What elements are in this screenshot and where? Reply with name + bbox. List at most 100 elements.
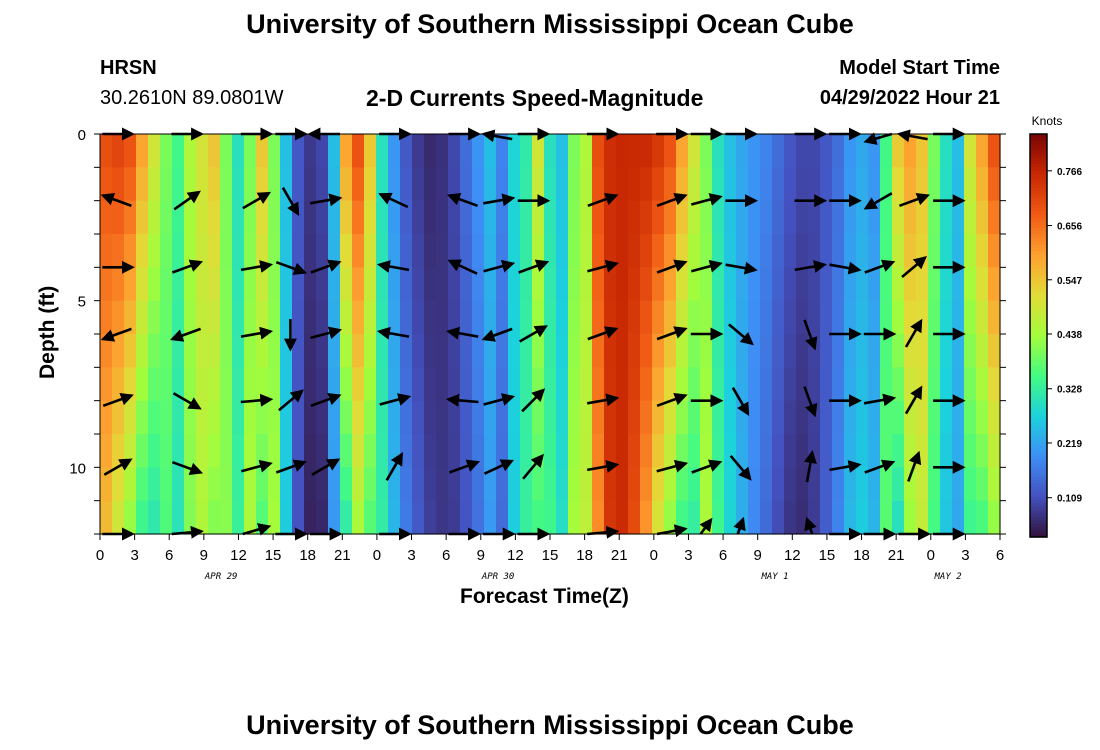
current-vector-arrow [864,259,896,274]
heatmap-cell [484,367,497,402]
heatmap-cell [184,467,197,502]
heatmap-cell [100,300,113,335]
heatmap-cell [400,400,413,435]
heatmap-cell [484,434,497,468]
current-vector-arrow [729,454,752,481]
heatmap-cell [580,134,593,168]
heatmap-cell [124,234,137,268]
current-vector-arrow [803,319,818,351]
heatmap-cell [112,334,125,368]
current-vector-arrow [725,261,758,275]
heatmap-cell [628,500,641,535]
heatmap-cell [988,200,1001,235]
y-tick-label: 5 [78,294,86,311]
heatmap-cell [784,300,797,335]
heatmap-cell [244,300,257,335]
current-vector-arrow [864,459,896,474]
heatmap-cell [688,200,701,235]
heatmap-cell [952,467,965,502]
colorbar-segment [1030,285,1047,290]
heatmap-cell [868,434,881,468]
heatmap-cell [508,167,521,202]
heatmap-cell [184,367,197,402]
heatmap-cell [748,267,761,302]
colorbar-segment [1030,459,1047,464]
x-tick-label: 9 [200,547,208,564]
heatmap-cell [664,267,677,302]
heatmap-cell [208,200,221,235]
heatmap-cell [520,267,533,302]
heatmap-cell [352,367,365,402]
heatmap-cell [568,200,581,235]
heatmap-cell [400,367,413,402]
heatmap-cell [892,267,905,302]
heatmap-cell [136,134,149,168]
x-tick-label: 18 [299,547,316,564]
heatmap-cell [556,300,569,335]
current-vector-arrow [275,260,307,276]
colorbar-segment [1030,362,1047,367]
heatmap-cell [604,434,617,468]
heatmap-cell [880,234,893,268]
heatmap-cell [364,167,377,202]
current-vector-arrow [728,323,754,346]
heatmap-cell [328,134,341,168]
heatmap-cell [964,167,977,202]
heatmap-cell [844,200,857,235]
colorbar-segment [1030,221,1047,226]
current-vector-arrow [483,459,515,475]
heatmap-cell [904,234,917,268]
current-vector-arrow [803,386,818,418]
heatmap-cell [112,134,125,168]
heatmap-cell [640,434,653,468]
heatmap-cell [748,434,761,468]
x-tick-label: 0 [96,547,104,564]
heatmap-cell [148,367,161,402]
heatmap-cell [988,400,1001,435]
heatmap-cell [568,300,581,335]
heatmap-cell [580,267,593,302]
heatmap-cell [892,334,905,368]
heatmap-cell [256,200,269,235]
colorbar-segment [1030,167,1047,172]
heatmap-cell [592,234,605,268]
heatmap-cell [964,200,977,235]
heatmap-cell [952,134,965,168]
x-tick-label: 6 [996,547,1004,564]
heatmap-cell [760,300,773,335]
heatmap-cell [868,167,881,202]
heatmap-cell [760,134,773,168]
heatmap-cell [664,467,677,502]
heatmap-cell [628,234,641,268]
heatmap-cell [184,434,197,468]
heatmap-cell [196,334,209,368]
heatmap-cell [292,334,305,368]
heatmap-cell [976,300,989,335]
heatmap-cell [388,200,401,235]
colorbar-segment [1030,201,1047,206]
heatmap-cell [820,400,833,435]
colorbar-segment [1030,268,1047,273]
colorbar-segment [1030,385,1047,390]
heatmap-cell [988,300,1001,335]
heatmap-cell [580,334,593,368]
heatmap-cell [292,400,305,435]
heatmap-cell [952,367,965,402]
heatmap-cell [652,467,665,502]
heatmap-cell [340,134,353,168]
heatmap-cell [856,300,869,335]
heatmap-cell [976,367,989,402]
heatmap-cell [688,467,701,502]
heatmap-cell [916,434,929,468]
current-vector-arrow [896,129,928,143]
heatmap-cell [424,267,437,302]
x-tick-label: 3 [407,547,415,564]
heatmap-cell [280,234,293,268]
heatmap-cell [892,500,905,535]
heatmap-cell [280,467,293,502]
heatmap-cell [592,200,605,235]
heatmap-cell [856,167,869,202]
heatmap-cell [292,267,305,302]
colorbar-segment [1030,211,1047,216]
station-name: HRSN [100,57,157,79]
